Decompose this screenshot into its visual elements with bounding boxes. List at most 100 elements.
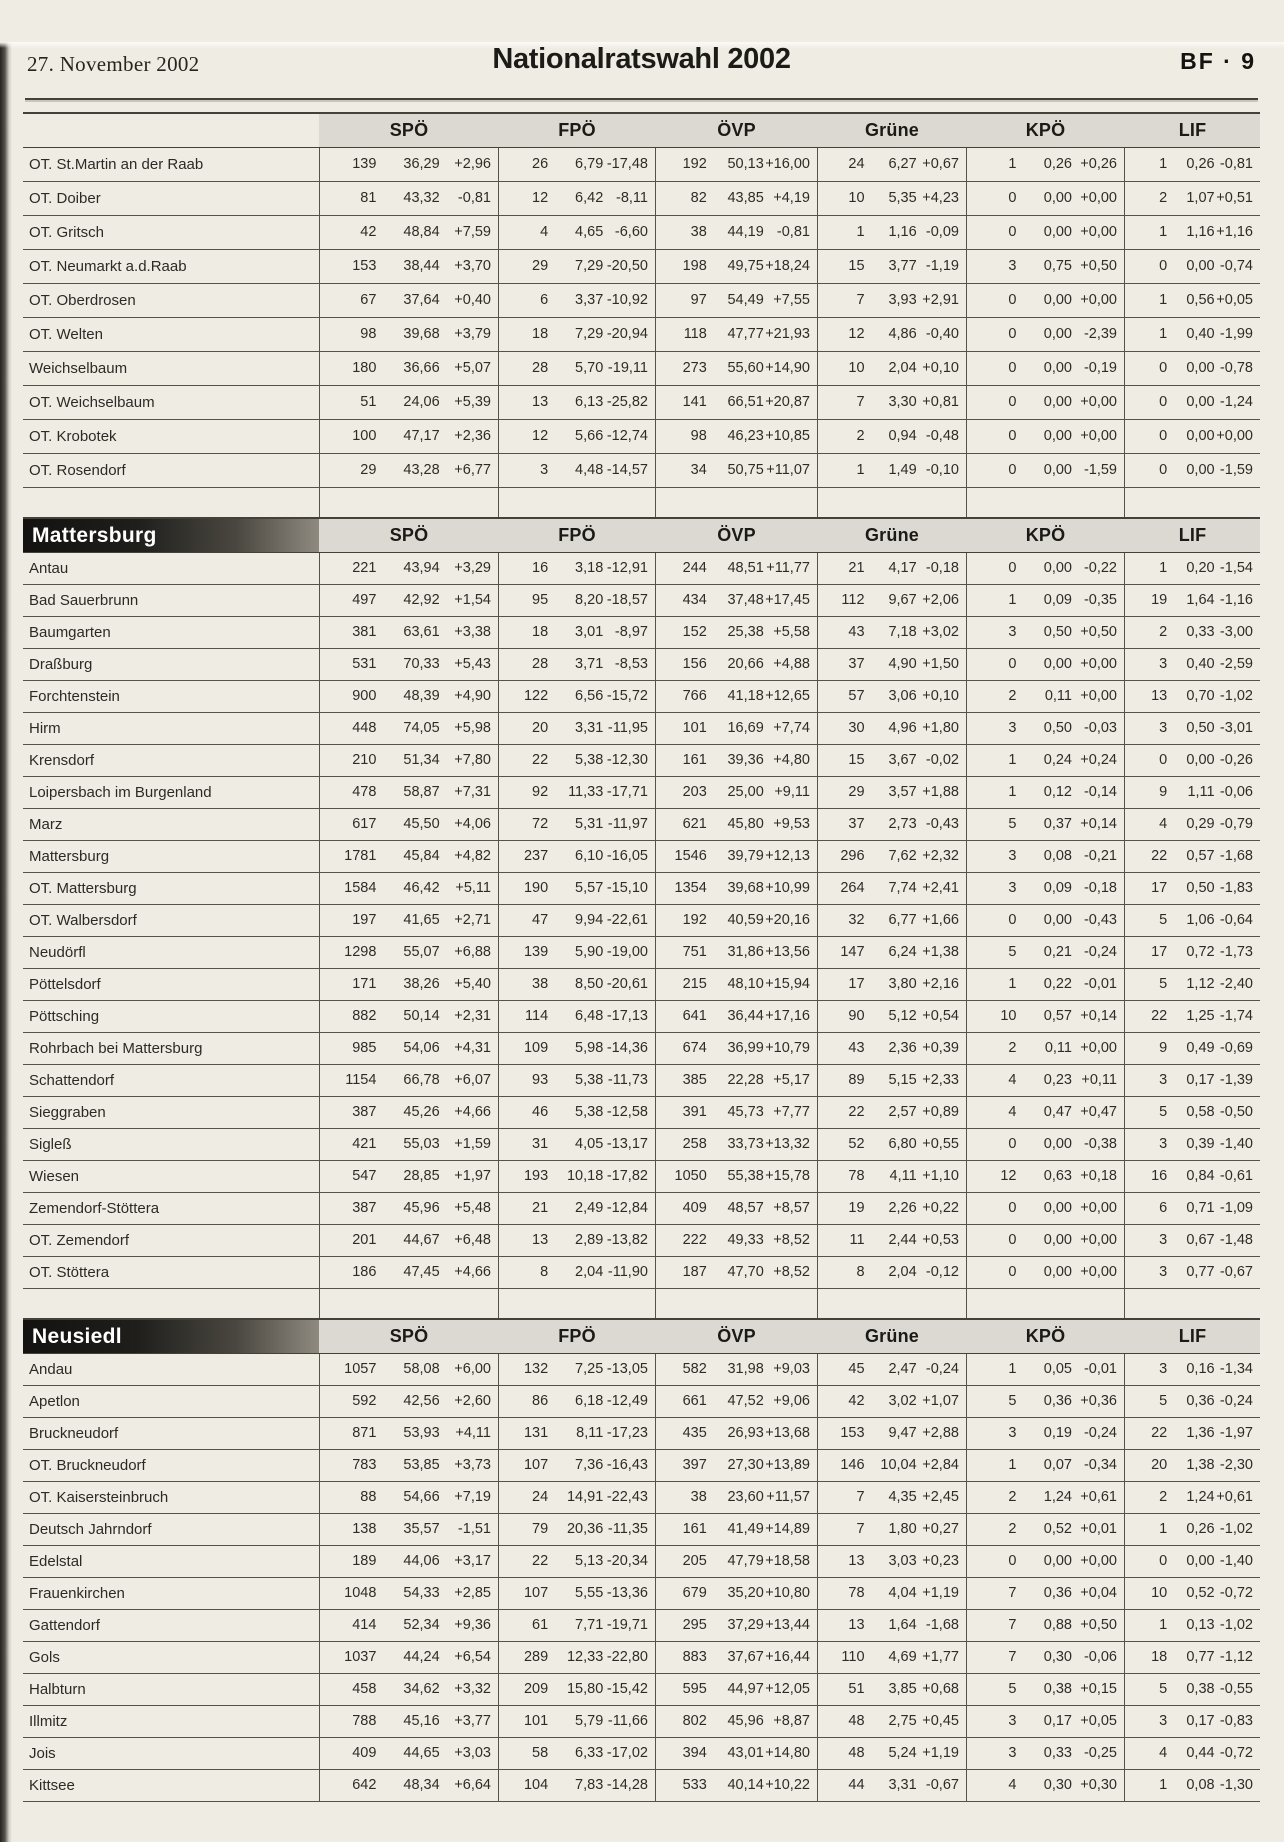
change-value: +9,06 — [773, 1393, 810, 1409]
change-value: +9,11 — [774, 784, 810, 800]
change-value: -0,24 — [1219, 1393, 1253, 1409]
votes-value: 100 — [352, 428, 377, 444]
change-value: +4,80 — [773, 752, 810, 768]
change-value: +9,36 — [454, 1617, 491, 1633]
votes-value: 161 — [682, 752, 707, 768]
result-cell-lif: 17 0,50 -1,83 — [1124, 873, 1260, 904]
change-value: -1,59 — [1083, 462, 1117, 478]
party-header-ovp: ÖVP — [655, 114, 817, 147]
votes-value: 93 — [532, 1072, 549, 1088]
result-cell-kpo: 5 0,21 -0,24 — [966, 937, 1124, 968]
result-cell-gruene: 22 2,57 +0,89 — [817, 1097, 966, 1128]
percent-value: 6,24 — [888, 944, 917, 960]
change-value: -0,50 — [1219, 1104, 1253, 1120]
table-row: Jois 409 44,65 +3,03 58 6,33 -17,02 394 43,01 +14… — [23, 1738, 1260, 1770]
result-cell-kpo: 0 0,00 +0,00 — [966, 284, 1124, 317]
change-value: +11,07 — [766, 462, 810, 478]
percent-value: 2,04 — [888, 360, 917, 376]
votes-value: 409 — [682, 1200, 707, 1216]
change-value: +17,45 — [765, 592, 810, 608]
votes-value: 139 — [523, 944, 549, 960]
result-cell-kpo: 0 0,00 -2,39 — [966, 318, 1124, 351]
votes-value: 15 — [848, 752, 865, 768]
votes-value: 3 — [1159, 656, 1168, 672]
result-cell-fpo: 101 5,79 -11,66 — [498, 1706, 655, 1737]
change-value: -0,03 — [1083, 720, 1117, 736]
votes-value: 12 — [848, 326, 865, 342]
municipality-name: Pöttsching — [29, 1008, 100, 1025]
votes-value: 244 — [682, 560, 707, 576]
votes-value: 110 — [841, 1649, 865, 1665]
change-value: -0,67 — [925, 1777, 959, 1793]
percent-value: 0,09 — [1043, 880, 1072, 896]
result-cell-fpo: 72 5,31 -11,97 — [498, 809, 655, 840]
change-value: -0,43 — [1083, 912, 1117, 928]
percent-value: 44,65 — [403, 1745, 440, 1761]
votes-value: 45 — [848, 1361, 865, 1377]
votes-value: 10 — [1151, 1585, 1168, 1601]
result-cell-kpo: 1 0,07 -0,34 — [966, 1450, 1124, 1481]
votes-value: 1 — [1008, 784, 1017, 800]
change-value: -17,82 — [606, 1168, 648, 1184]
result-cell-ovp: 203 25,00 +9,11 — [655, 777, 817, 808]
section-label: Neusiedl — [23, 1320, 319, 1353]
table-row: Andau 1057 58,08 +6,00 132 7,25 -13,05 582 31,98… — [23, 1354, 1260, 1386]
change-value: +3,79 — [454, 326, 491, 342]
result-cell-spo: 497 42,92 +1,54 — [319, 585, 498, 616]
votes-value: 595 — [682, 1681, 707, 1697]
section-gap-cell-spo — [319, 488, 498, 517]
result-cell-ovp: 34 50,75 +11,07 — [655, 454, 817, 487]
change-value: -0,55 — [1219, 1681, 1253, 1697]
percent-value: 9,94 — [575, 912, 604, 928]
percent-value: 50,14 — [403, 1008, 440, 1024]
votes-value: 43 — [848, 1040, 865, 1056]
change-value: +1,07 — [922, 1393, 959, 1409]
result-cell-ovp: 156 20,66 +4,88 — [655, 649, 817, 680]
votes-value: 3 — [1008, 1425, 1017, 1441]
result-cell-gruene: 24 6,27 +0,67 — [817, 148, 966, 181]
votes-value: 448 — [352, 720, 377, 736]
result-cell-lif: 9 1,11 -0,06 — [1124, 777, 1260, 808]
change-value: +8,87 — [773, 1713, 810, 1729]
result-cell-fpo: 109 5,98 -14,36 — [498, 1033, 655, 1064]
result-cell-ovp: 82 43,85 +4,19 — [655, 182, 817, 215]
votes-value: 641 — [682, 1008, 707, 1024]
result-cell-kpo: 7 0,36 +0,04 — [966, 1578, 1124, 1609]
result-cell-spo: 1298 55,07 +6,88 — [319, 937, 498, 968]
municipality-name: Antau — [29, 560, 69, 577]
table-row: Bruckneudorf 871 53,93 +4,11 131 8,11 -17,23 43… — [23, 1418, 1260, 1450]
change-value: -17,48 — [606, 156, 648, 172]
result-cell-ovp: 295 37,29 +13,44 — [655, 1610, 817, 1641]
result-cell-lif: 0 0,00 +0,00 — [1124, 420, 1260, 453]
change-value: -1,02 — [1219, 1617, 1253, 1633]
change-value: -11,95 — [607, 720, 648, 736]
change-value: +16,00 — [765, 156, 810, 172]
change-value: -0,61 — [1219, 1168, 1253, 1184]
result-cell-gruene: 48 5,24 +1,19 — [817, 1738, 966, 1769]
municipality-name: OT. Rosendorf — [29, 462, 126, 479]
percent-value: 14,91 — [566, 1489, 604, 1505]
result-cell-kpo: 4 0,47 +0,47 — [966, 1097, 1124, 1128]
votes-value: 13 — [1151, 688, 1168, 704]
result-cell-kpo: 0 0,00 +0,00 — [966, 386, 1124, 419]
percent-value: 40,59 — [727, 912, 764, 928]
result-cell-gruene: 13 1,64 -1,68 — [817, 1610, 966, 1641]
votes-value: 1057 — [344, 1361, 377, 1377]
result-cell-lif: 1 0,26 -0,81 — [1124, 148, 1260, 181]
change-value: +1,88 — [922, 784, 959, 800]
result-cell-gruene: 15 3,77 -1,19 — [817, 250, 966, 283]
change-value: -12,58 — [606, 1104, 648, 1120]
votes-value: 57 — [848, 688, 865, 704]
percent-value: 39,68 — [403, 326, 440, 342]
change-value: +0,26 — [1080, 156, 1117, 172]
change-value: +6,77 — [454, 462, 491, 478]
percent-value: 0,17 — [1043, 1713, 1072, 1729]
change-value: -11,66 — [607, 1713, 648, 1729]
percent-value: 0,72 — [1186, 944, 1215, 960]
percent-value: 8,20 — [575, 592, 604, 608]
change-value: -12,49 — [606, 1393, 648, 1409]
change-value: -1,83 — [1219, 880, 1253, 896]
percent-value: 10,04 — [880, 1457, 917, 1473]
votes-value: 3 — [1159, 1713, 1168, 1729]
percent-value: 3,31 — [888, 1777, 917, 1793]
